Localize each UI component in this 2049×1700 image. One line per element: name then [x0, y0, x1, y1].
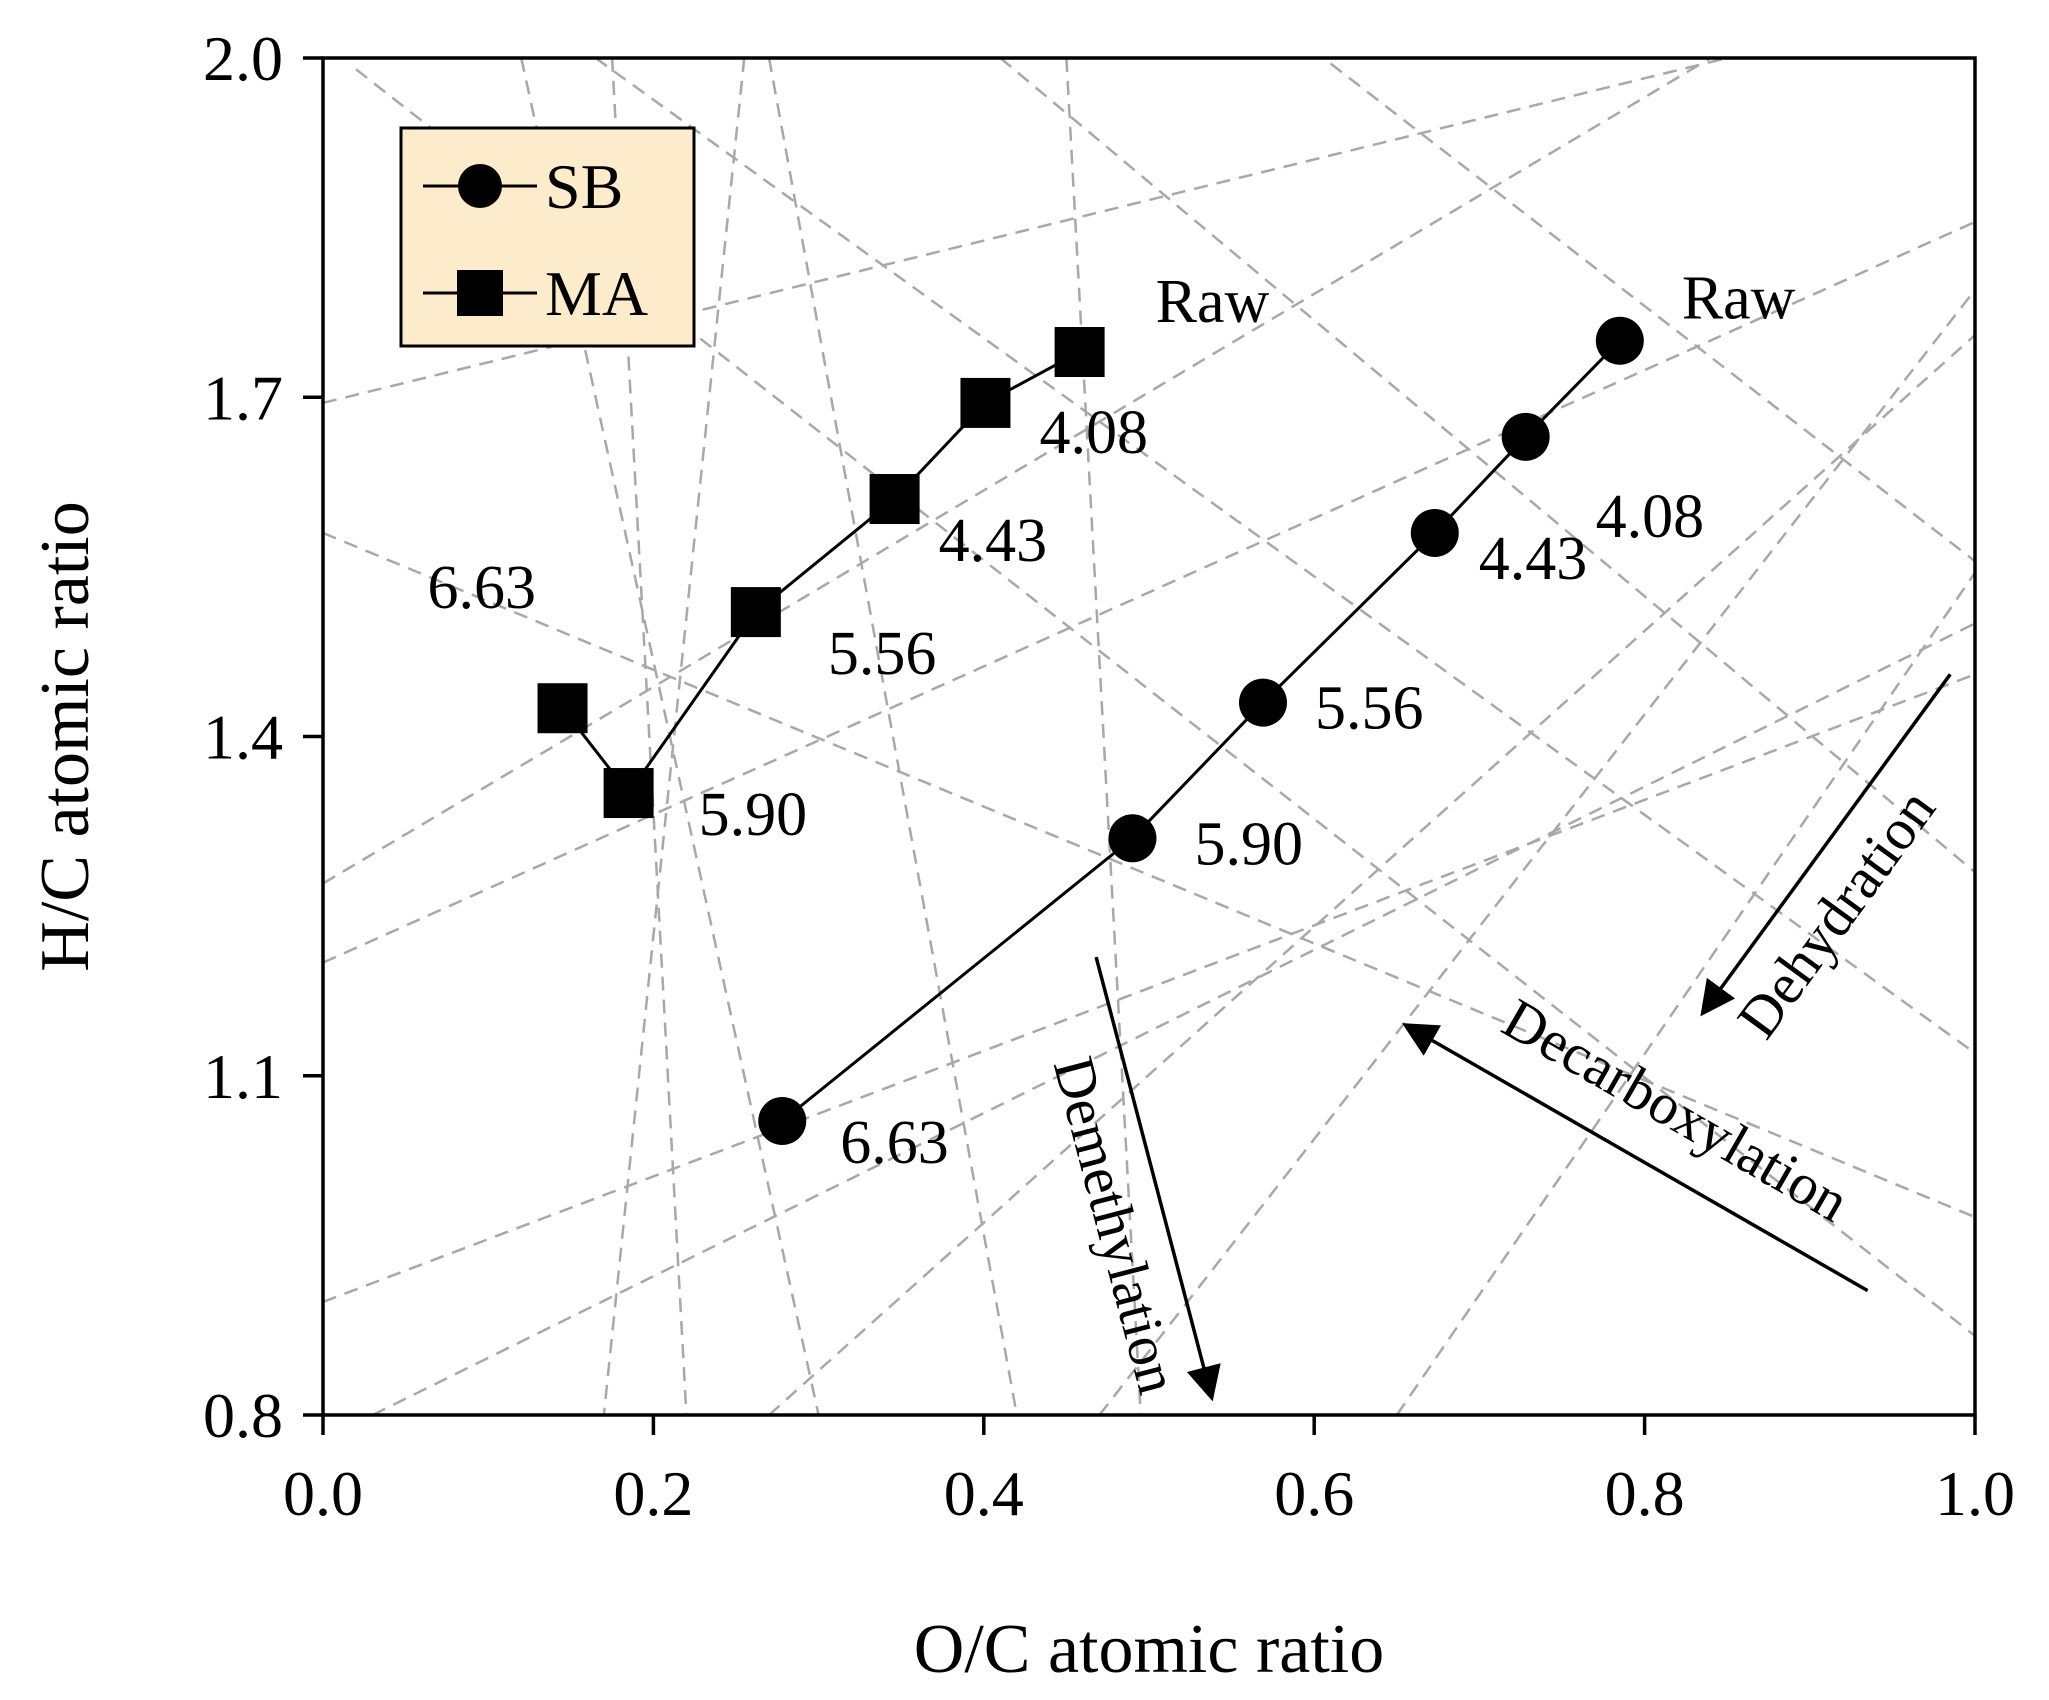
ma-point-3 [730, 587, 781, 638]
x-axis-title: O/C atomic ratio [914, 1611, 1384, 1688]
demethylation-label: Demethylation [1041, 1050, 1191, 1400]
y-tick-label-0: 0.8 [203, 1380, 283, 1451]
decarboxylation-arrow [1402, 1023, 1869, 1293]
series-layer [537, 316, 1644, 1145]
x-tick-label-3: 0.6 [1274, 1458, 1354, 1529]
ma-point-1 [960, 377, 1011, 428]
sb-point-label-5: 6.63 [840, 1109, 949, 1177]
dehydration-arrow [1700, 673, 1952, 1017]
sb-point-label-4: 5.90 [1194, 810, 1303, 878]
reference-line-11 [1098, 289, 1975, 1415]
legend-ma-label: MA [545, 258, 648, 329]
reference-line-4 [355, 68, 1975, 1337]
y-tick-label-1: 1.1 [203, 1041, 283, 1112]
reference-line-2 [323, 673, 1975, 1304]
reference-line-10 [768, 334, 1975, 1415]
legend: SB MA [399, 126, 696, 348]
ma-point-5 [537, 683, 588, 734]
legend-sb-label: SB [545, 151, 623, 222]
ma-point-label-5: 6.63 [428, 554, 537, 622]
y-tick-label-2: 1.4 [203, 702, 283, 773]
ma-point-label-4: 5.90 [699, 781, 808, 849]
reference-line-12 [1395, 571, 1975, 1415]
reference-line-17 [602, 58, 746, 1415]
sb-point-1 [1501, 412, 1550, 461]
ma-point-2 [869, 474, 920, 525]
sb-point-0 [1595, 316, 1644, 365]
x-tick-label-1: 0.2 [613, 1458, 693, 1529]
sb-point-3 [1238, 678, 1287, 727]
ma-point-label-2: 4.43 [939, 507, 1048, 575]
sb-point-2 [1410, 508, 1459, 557]
sb-point-5 [758, 1096, 807, 1145]
sb-series-line [781, 339, 1621, 1123]
x-tick-label-2: 0.4 [944, 1458, 1024, 1529]
dehydration-label: Dehydration [1724, 777, 1947, 1049]
reference-line-7 [1329, 62, 1975, 563]
legend-box [399, 126, 696, 348]
sb-point-4 [1108, 814, 1157, 863]
x-tick-label-4: 0.8 [1605, 1458, 1685, 1529]
reference-line-6 [999, 58, 1975, 874]
reference-line-15 [1065, 58, 1142, 1415]
reference-line-1 [323, 220, 1975, 964]
sb-point-label-1: 4.08 [1596, 483, 1705, 551]
ma-point-label-0: Raw [1156, 268, 1270, 336]
x-tick-label-5: 1.0 [1935, 1458, 2015, 1529]
reference-lines [323, 58, 1975, 1415]
ma-point-0 [1054, 327, 1105, 378]
ma-point-4 [603, 768, 654, 819]
y-axis-title: H/C atomic ratio [27, 501, 104, 971]
reference-line-3 [594, 58, 1975, 1055]
sb-point-label-0: Raw [1682, 265, 1796, 333]
legend-ma-marker [457, 270, 503, 316]
ma-point-label-3: 5.56 [828, 620, 937, 688]
sb-point-label-2: 4.43 [1479, 525, 1588, 593]
axes: 0.0 0.2 0.4 0.6 0.8 1.0 0.8 1.1 1.4 1.7 2.0 O/C ato… [27, 23, 2015, 1688]
point-labels: Raw4.084.435.565.906.63Raw4.084.435.565.… [428, 265, 1796, 1177]
ma-point-label-1: 4.08 [1039, 399, 1148, 467]
legend-sb-marker [458, 164, 502, 208]
x-tick-label-0: 0.0 [283, 1458, 363, 1529]
reference-line-16 [610, 58, 688, 1415]
y-tick-label-3: 1.7 [203, 362, 283, 433]
y-tick-label-4: 2.0 [203, 23, 283, 94]
demethylation-arrow [1094, 956, 1221, 1402]
reference-line-14 [767, 58, 1019, 1415]
reference-line-8 [323, 58, 1712, 885]
sb-point-label-3: 5.56 [1315, 675, 1424, 743]
